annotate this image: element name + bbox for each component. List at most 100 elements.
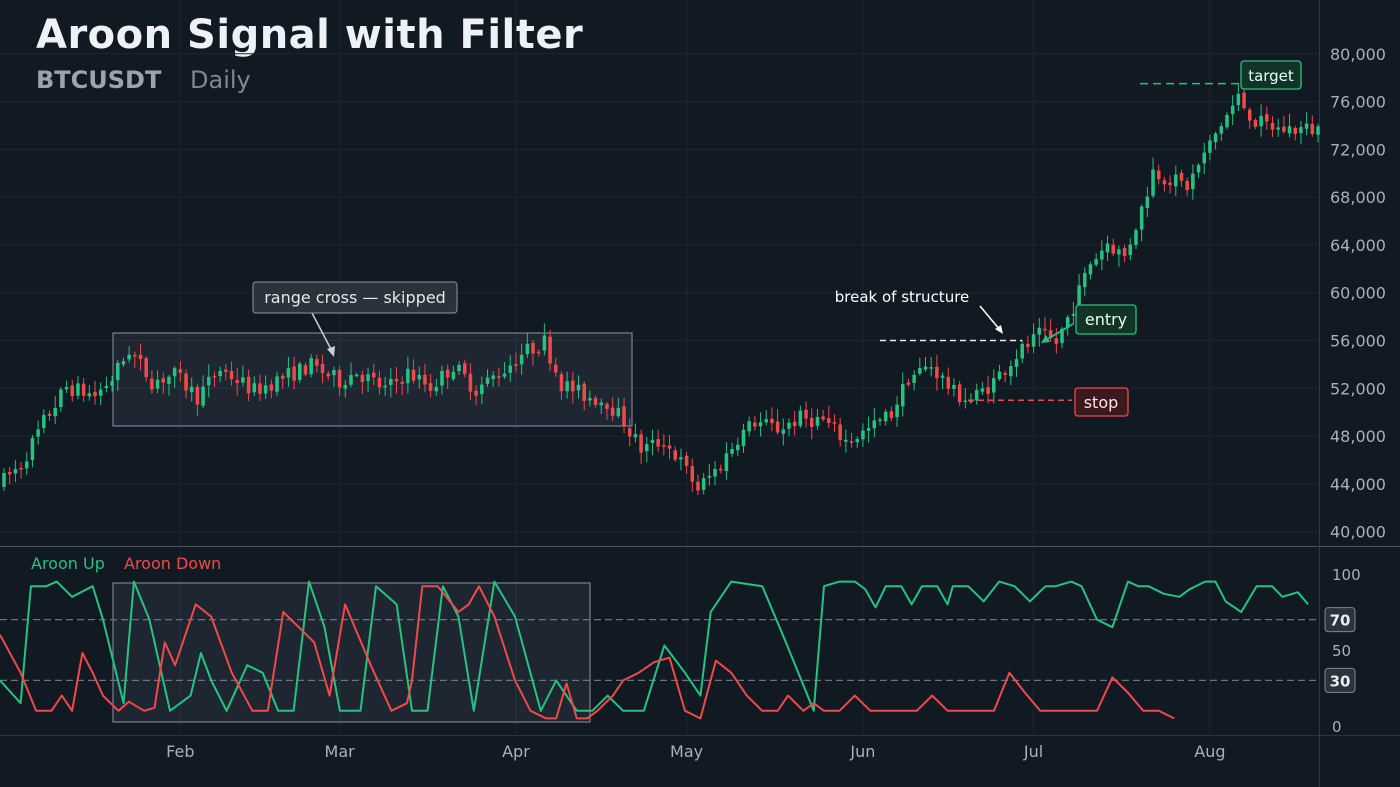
price-tick-label: 48,000	[1330, 427, 1386, 446]
candle-body	[645, 444, 649, 452]
aroon-level-label: 70	[1330, 612, 1351, 630]
candle-body	[787, 422, 791, 429]
candle-body	[900, 384, 905, 407]
price-tick-label: 76,000	[1330, 93, 1386, 112]
candle-body	[110, 381, 114, 386]
candle-body	[1196, 165, 1201, 173]
candle-body	[394, 379, 399, 382]
candle-body	[70, 385, 75, 397]
bos-arrowhead	[995, 325, 1003, 334]
candle-body	[30, 438, 35, 460]
candle-body	[827, 418, 831, 424]
candle-body	[1003, 372, 1007, 375]
candle-body	[696, 481, 700, 491]
candle-body	[605, 403, 609, 409]
candle-body	[485, 377, 490, 384]
candle-body	[184, 373, 188, 391]
price-tick-label: 64,000	[1330, 236, 1386, 255]
candle-body	[1031, 334, 1036, 347]
candle-body	[815, 416, 820, 426]
x-axis: Feb Mar Apr May Jun Jul Aug	[166, 742, 1225, 761]
candle-body	[428, 383, 433, 391]
candle-body	[582, 383, 586, 401]
candle-body	[309, 358, 313, 375]
candle-body	[997, 371, 1002, 380]
candle-body	[155, 379, 160, 389]
candle-body	[662, 445, 666, 447]
candle-body	[730, 448, 734, 454]
candle-body	[1213, 133, 1218, 143]
candle-body	[64, 386, 69, 390]
candle-body	[1054, 338, 1059, 344]
candle-body	[1145, 196, 1150, 208]
candle-body	[167, 376, 171, 384]
candle-body	[1230, 105, 1235, 115]
candle-body	[986, 387, 990, 394]
candle-body	[354, 374, 359, 377]
candle-body	[19, 467, 23, 470]
candle-body	[1179, 173, 1184, 181]
target-label: target	[1248, 67, 1294, 85]
candle-body	[866, 428, 871, 431]
candle-body	[1316, 126, 1320, 135]
aroon-range-box	[112, 582, 591, 723]
candle-body	[104, 386, 109, 389]
entry-box	[1075, 304, 1137, 335]
candle-body	[542, 335, 547, 351]
target-box	[1240, 60, 1302, 90]
candle-body	[758, 422, 763, 427]
candle-body	[576, 384, 581, 391]
candle-body	[724, 453, 729, 472]
stop-label: stop	[1084, 393, 1119, 412]
candle-body	[508, 365, 513, 373]
candle-body	[116, 362, 120, 381]
candle-body	[292, 366, 296, 381]
candle-body	[315, 359, 319, 366]
candle-body	[201, 386, 205, 406]
entry-arrowhead	[1041, 335, 1050, 343]
candle-body	[1265, 114, 1269, 122]
price-tick-label: 60,000	[1330, 284, 1386, 303]
candle-body	[445, 369, 450, 378]
price-tick-label: 72,000	[1330, 140, 1386, 159]
candle-body	[406, 368, 410, 384]
aroon-level-label: 30	[1330, 672, 1351, 690]
candle-body	[1117, 249, 1121, 255]
price-annotations-back	[112, 332, 633, 427]
x-tick-label: Apr	[502, 742, 530, 761]
candle-body	[502, 373, 507, 377]
candle-body	[1122, 247, 1127, 256]
candle-body	[98, 389, 103, 396]
candle-body	[912, 374, 916, 383]
candle-body	[59, 389, 63, 408]
candle-body	[952, 384, 956, 389]
x-tick-label: Jun	[849, 742, 875, 761]
candle-body	[855, 438, 860, 443]
candle-body	[1094, 259, 1098, 265]
candle-body	[992, 378, 996, 393]
range-callout-arrowhead	[327, 346, 335, 357]
candle-body	[377, 377, 382, 388]
candle-body	[929, 367, 933, 369]
candle-body	[1191, 173, 1195, 190]
candle-body	[42, 414, 46, 428]
candle-body	[1014, 359, 1019, 367]
candle-body	[1065, 317, 1070, 328]
candle-body	[320, 364, 325, 374]
candle-body	[809, 417, 814, 427]
candle-body	[861, 430, 865, 440]
candle-body	[1083, 272, 1087, 288]
candle-body	[1208, 140, 1212, 153]
candle-body	[1020, 343, 1024, 359]
candle-body	[497, 376, 501, 378]
candle-body	[81, 383, 86, 396]
candle-body	[1247, 109, 1252, 121]
candle-body	[241, 377, 245, 383]
candle-body	[844, 439, 848, 442]
candle-body	[2, 472, 6, 487]
timeframe-label: Daily	[190, 66, 251, 94]
candle-body	[747, 421, 751, 432]
candle-body	[7, 472, 12, 475]
